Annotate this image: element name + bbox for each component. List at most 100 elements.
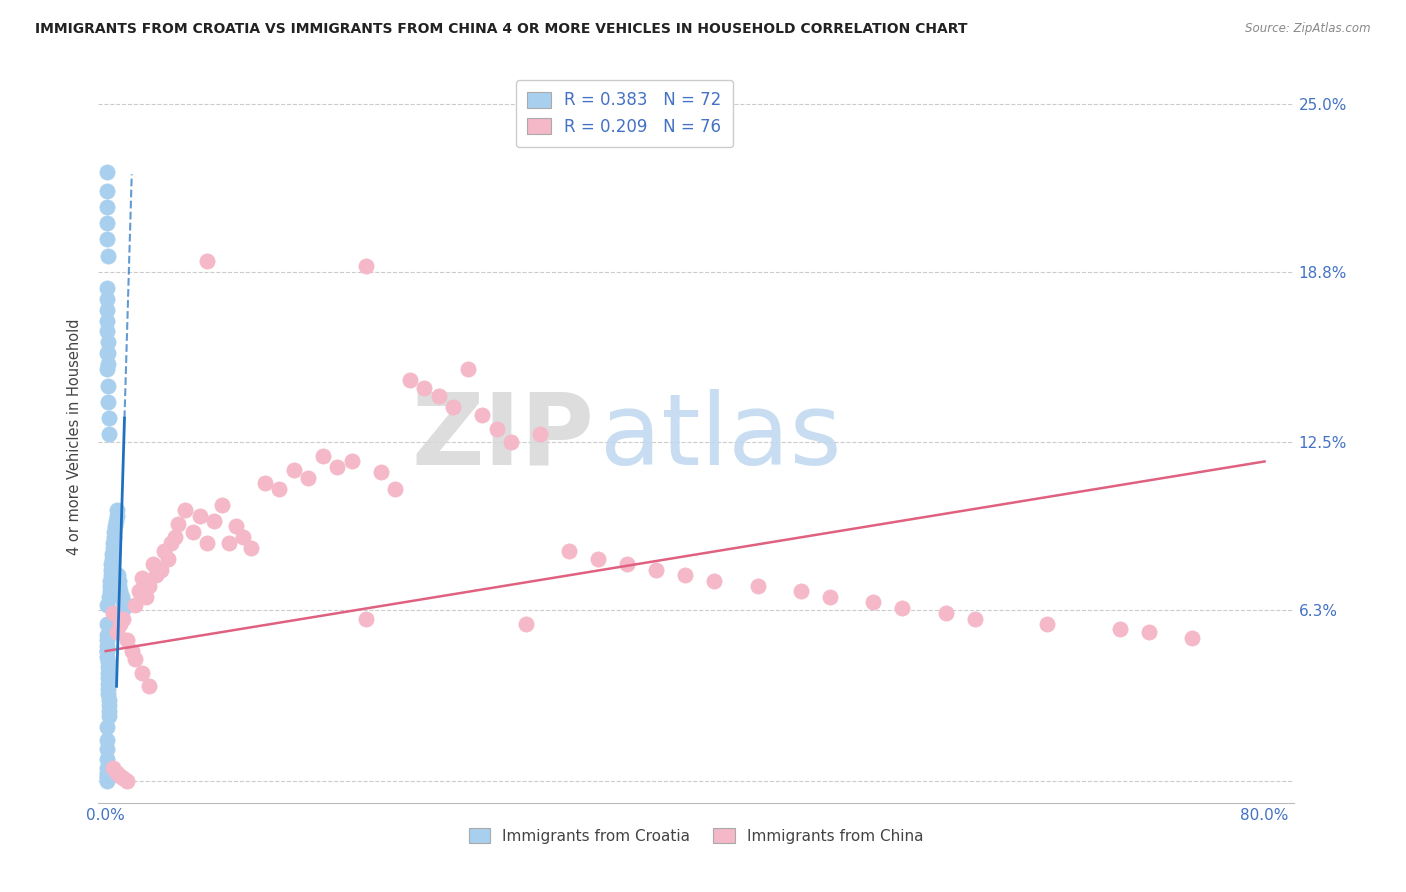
Point: [96, 302, 118, 317]
Point: [188, 508, 211, 523]
Point: [131, 665, 153, 680]
Point: [529, 427, 551, 442]
Point: [104, 514, 127, 528]
Point: [174, 503, 197, 517]
Point: [96, 249, 118, 263]
Point: [149, 563, 172, 577]
Point: [98, 574, 121, 588]
Point: [108, 584, 131, 599]
Point: [167, 516, 190, 531]
Point: [103, 530, 125, 544]
Point: [96, 232, 118, 246]
Point: [98, 427, 121, 442]
Point: [181, 524, 204, 539]
Point: [152, 544, 174, 558]
Text: ZIP: ZIP: [412, 389, 595, 485]
Point: [558, 544, 581, 558]
Point: [399, 373, 422, 387]
Point: [104, 519, 127, 533]
Point: [112, 772, 135, 786]
Point: [138, 679, 160, 693]
Point: [96, 633, 118, 648]
Point: [97, 704, 120, 718]
Text: IMMIGRANTS FROM CROATIA VS IMMIGRANTS FROM CHINA 4 OR MORE VEHICLES IN HOUSEHOLD: IMMIGRANTS FROM CROATIA VS IMMIGRANTS FR…: [35, 22, 967, 37]
Point: [97, 665, 120, 680]
Point: [96, 164, 118, 178]
Point: [135, 590, 157, 604]
Point: [96, 720, 118, 734]
Point: [935, 606, 957, 620]
Point: [96, 362, 118, 376]
Point: [97, 671, 120, 685]
Point: [96, 769, 118, 783]
Point: [1036, 617, 1059, 632]
Point: [253, 476, 276, 491]
Point: [105, 625, 128, 640]
Point: [703, 574, 725, 588]
Point: [96, 761, 118, 775]
Point: [384, 482, 406, 496]
Point: [97, 346, 120, 360]
Point: [340, 454, 363, 468]
Point: [96, 184, 118, 198]
Point: [96, 655, 118, 669]
Point: [97, 395, 120, 409]
Point: [156, 552, 179, 566]
Point: [108, 579, 131, 593]
Point: [616, 558, 638, 572]
Point: [218, 535, 240, 549]
Point: [891, 600, 914, 615]
Point: [112, 611, 135, 625]
Point: [818, 590, 841, 604]
Point: [297, 471, 319, 485]
Point: [142, 558, 165, 572]
Point: [124, 652, 146, 666]
Point: [225, 519, 247, 533]
Point: [97, 411, 120, 425]
Point: [1137, 625, 1160, 640]
Point: [117, 633, 139, 648]
Point: [124, 598, 146, 612]
Point: [195, 254, 218, 268]
Point: [96, 741, 118, 756]
Point: [673, 568, 696, 582]
Point: [96, 752, 118, 766]
Point: [131, 571, 153, 585]
Point: [312, 449, 335, 463]
Point: [165, 530, 187, 544]
Point: [356, 611, 378, 625]
Point: [98, 590, 121, 604]
Text: Source: ZipAtlas.com: Source: ZipAtlas.com: [1246, 22, 1371, 36]
Legend: Immigrants from Croatia, Immigrants from China: Immigrants from Croatia, Immigrants from…: [463, 822, 929, 850]
Point: [117, 774, 139, 789]
Point: [138, 579, 160, 593]
Point: [1108, 623, 1130, 637]
Point: [326, 459, 349, 474]
Point: [97, 698, 120, 713]
Point: [96, 617, 118, 632]
Point: [790, 584, 813, 599]
Point: [96, 313, 118, 327]
Point: [110, 590, 132, 604]
Point: [107, 568, 129, 582]
Point: [96, 772, 118, 786]
Point: [105, 766, 128, 780]
Text: atlas: atlas: [600, 389, 842, 485]
Point: [747, 579, 769, 593]
Point: [202, 514, 225, 528]
Point: [485, 422, 508, 436]
Point: [98, 709, 121, 723]
Point: [96, 628, 118, 642]
Point: [107, 574, 129, 588]
Point: [128, 584, 150, 599]
Point: [97, 357, 120, 371]
Point: [963, 611, 986, 625]
Point: [96, 766, 118, 780]
Point: [96, 644, 118, 658]
Point: [97, 681, 120, 696]
Point: [96, 281, 118, 295]
Point: [96, 598, 118, 612]
Point: [101, 761, 124, 775]
Point: [114, 600, 136, 615]
Point: [98, 579, 121, 593]
